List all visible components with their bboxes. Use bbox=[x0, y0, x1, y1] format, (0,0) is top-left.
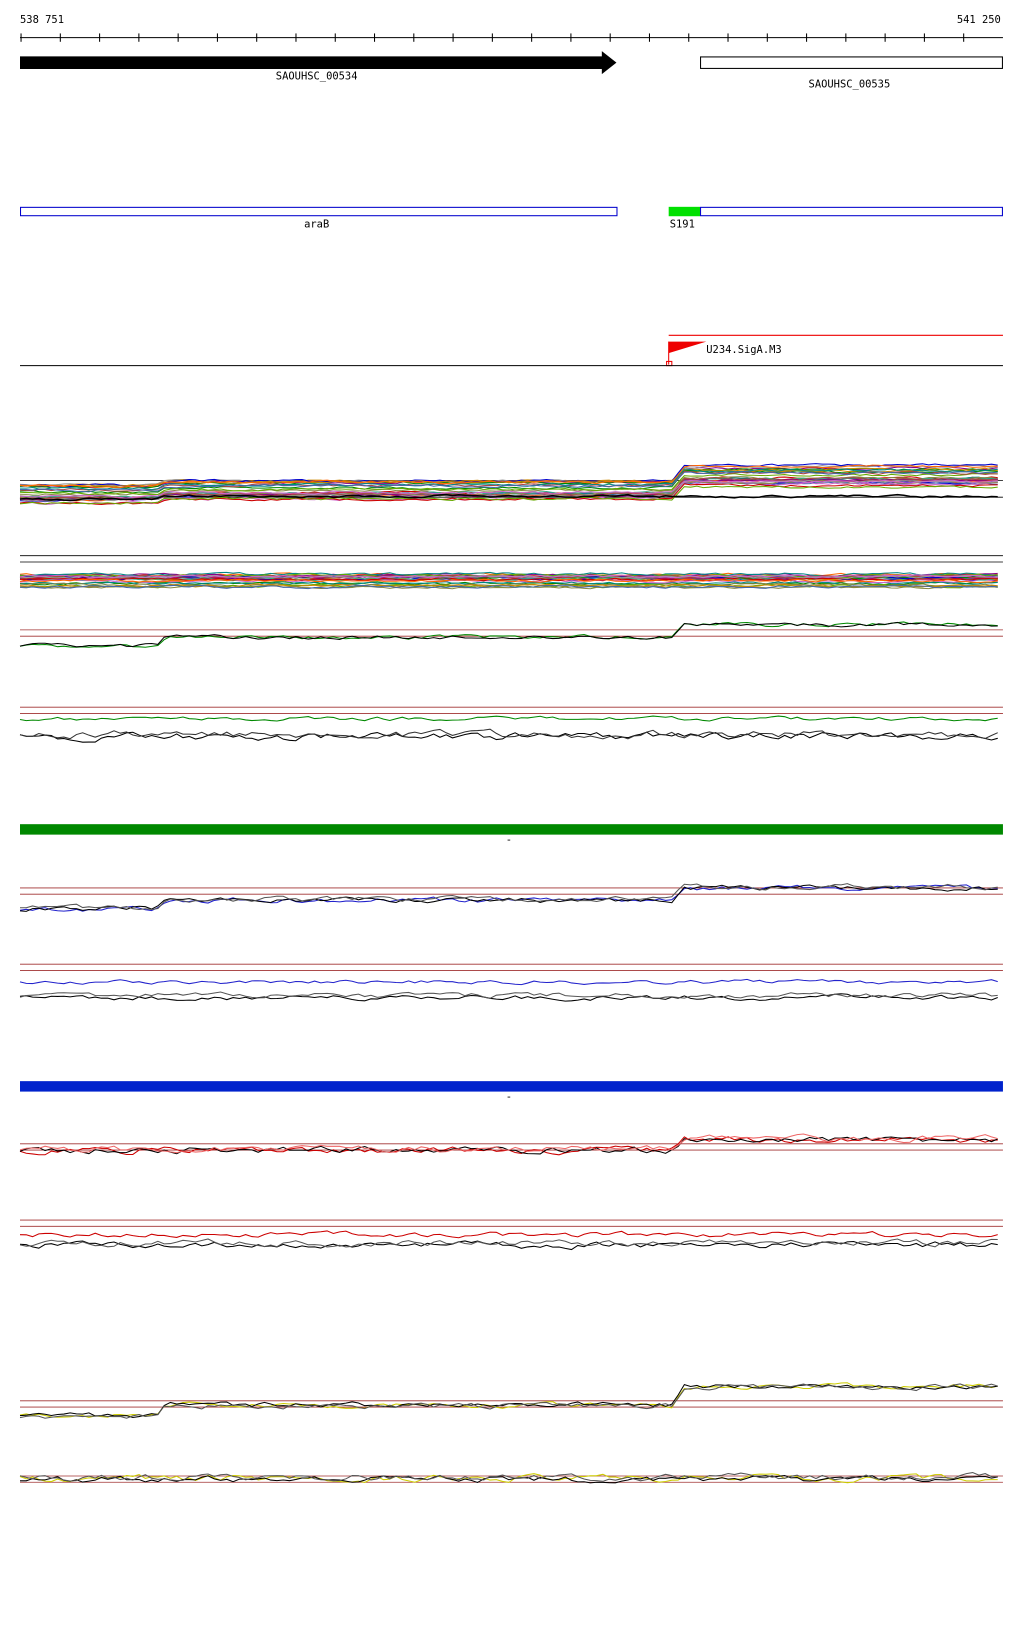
signal-line bbox=[19, 715, 998, 722]
signal-line bbox=[19, 1382, 998, 1418]
signal-line bbox=[19, 1133, 998, 1154]
gene-box bbox=[700, 56, 1003, 69]
signal-line bbox=[19, 470, 998, 493]
feature-box bbox=[700, 206, 1003, 217]
signal-line bbox=[19, 467, 998, 488]
signal-line bbox=[19, 1383, 998, 1419]
signal-line bbox=[19, 493, 998, 502]
feature-label: S191 bbox=[670, 219, 695, 231]
signal-line bbox=[19, 472, 998, 496]
signal-line bbox=[19, 574, 998, 579]
gene-label: SAOUHSC_00534 bbox=[276, 70, 358, 82]
signal-line bbox=[19, 621, 998, 648]
signal-line bbox=[19, 479, 998, 499]
signal-line bbox=[19, 621, 998, 648]
ruler-start: 538 751 bbox=[20, 14, 64, 26]
signal-line bbox=[19, 584, 998, 590]
feature-label: araB bbox=[304, 219, 329, 231]
signal-line bbox=[19, 485, 998, 505]
ruler-end: 541 250 bbox=[957, 14, 1001, 26]
promoter-label: U234.SigA.M3 bbox=[706, 344, 781, 356]
track-bar bbox=[20, 1081, 1003, 1092]
signal-line bbox=[19, 883, 998, 911]
signal-line bbox=[19, 884, 998, 912]
signal-line bbox=[19, 577, 998, 582]
signal-line bbox=[19, 578, 998, 584]
signal-line bbox=[19, 1240, 998, 1251]
gene-arrow bbox=[20, 51, 617, 75]
signal-line bbox=[19, 991, 998, 999]
signal-line bbox=[19, 728, 998, 740]
track-bar bbox=[20, 824, 1003, 835]
signal-line bbox=[19, 1474, 998, 1484]
track-label: - bbox=[506, 1091, 512, 1103]
feature-box bbox=[20, 206, 618, 217]
gene-label: SAOUHSC_00535 bbox=[809, 79, 891, 91]
signal-line bbox=[19, 1472, 998, 1482]
signal-line bbox=[19, 884, 998, 912]
ruler-ticks bbox=[20, 33, 965, 42]
signal-line bbox=[19, 731, 998, 743]
signal-line bbox=[19, 468, 998, 491]
signal-line bbox=[19, 978, 998, 986]
track-label: - bbox=[506, 834, 512, 846]
signal-line bbox=[19, 1238, 998, 1248]
promoter-flag bbox=[668, 341, 707, 354]
signal-line bbox=[19, 1230, 998, 1239]
signal-line bbox=[19, 464, 998, 489]
signal-tracks bbox=[19, 463, 1003, 1484]
signal-line bbox=[19, 1136, 998, 1156]
feature-highlight bbox=[668, 206, 701, 217]
